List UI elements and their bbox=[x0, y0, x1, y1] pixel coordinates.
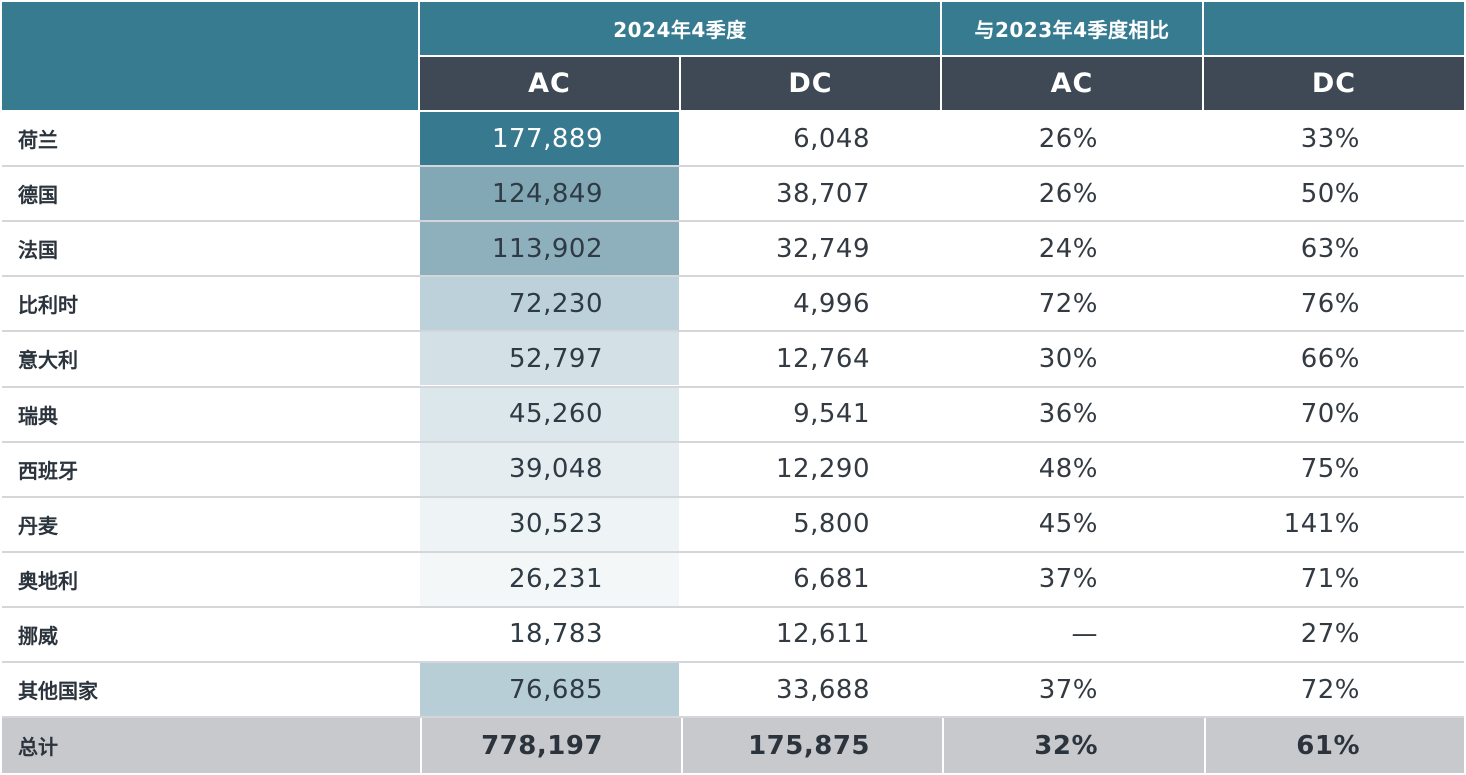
cell-cmp-ac: 36% bbox=[1038, 399, 1098, 430]
row-label: 德国 bbox=[18, 183, 58, 208]
cell-q4-ac: 52,797 bbox=[420, 332, 679, 386]
cell-q4-dc: 6,681 bbox=[793, 564, 870, 595]
cell-q4-dc: 38,707 bbox=[776, 178, 870, 209]
cell-q4-dc: 33,688 bbox=[776, 674, 870, 705]
row-label: 挪威 bbox=[18, 623, 58, 648]
cell-q4-ac: 113,902 bbox=[420, 222, 679, 276]
header-group-vs-q4-2023: 与2023年4季度相比 bbox=[942, 2, 1202, 55]
row-divider bbox=[2, 165, 1464, 168]
cell-cmp-dc: 72% bbox=[1300, 674, 1360, 705]
row-divider bbox=[2, 385, 1464, 388]
cell-cmp-dc: 141% bbox=[1283, 509, 1360, 540]
cell-q4-ac: 124,849 bbox=[420, 167, 679, 221]
cell-q4-ac: 45,260 bbox=[420, 387, 679, 441]
cell-q4-ac: 26,231 bbox=[420, 552, 679, 606]
row-label: 意大利 bbox=[18, 348, 78, 373]
row-divider bbox=[2, 220, 1464, 223]
row-divider bbox=[2, 440, 1464, 443]
cell-q4-ac: 39,048 bbox=[420, 442, 679, 496]
cell-cmp-dc: 61% bbox=[1204, 718, 1464, 773]
row-label: 奥地利 bbox=[18, 568, 78, 593]
cell-cmp-dc: 70% bbox=[1300, 399, 1360, 430]
cell-q4-ac: 177,889 bbox=[420, 112, 679, 166]
cell-cmp-ac: 32% bbox=[942, 718, 1202, 773]
cell-cmp-ac: 72% bbox=[1038, 288, 1098, 319]
cell-q4-ac: 778,197 bbox=[420, 718, 679, 773]
cell-q4-dc: 12,611 bbox=[776, 619, 870, 650]
cell-cmp-ac: 37% bbox=[1038, 564, 1098, 595]
col-header-q4-dc: DC bbox=[681, 57, 940, 110]
cell-q4-dc: 12,764 bbox=[776, 343, 870, 374]
row-label: 法国 bbox=[18, 238, 58, 263]
total-row: 总计 778,197 175,875 32% 61% bbox=[2, 718, 1464, 773]
row-divider bbox=[2, 716, 1464, 719]
row-label: 荷兰 bbox=[18, 128, 58, 153]
col-header-cmp-dc: DC bbox=[1204, 57, 1464, 110]
cell-q4-dc: 5,800 bbox=[793, 509, 870, 540]
cell-q4-dc: 6,048 bbox=[793, 123, 870, 154]
cell-cmp-ac: 30% bbox=[1038, 343, 1098, 374]
row-divider bbox=[2, 275, 1464, 278]
cell-cmp-ac: 26% bbox=[1038, 123, 1098, 154]
row-divider bbox=[2, 495, 1464, 498]
cell-cmp-dc: 76% bbox=[1300, 288, 1360, 319]
cell-cmp-ac: — bbox=[1071, 619, 1098, 650]
row-divider bbox=[2, 330, 1464, 333]
row-label: 总计 bbox=[18, 735, 58, 760]
row-label: 瑞典 bbox=[18, 403, 58, 428]
cell-cmp-ac: 24% bbox=[1038, 233, 1098, 264]
cell-cmp-ac: 37% bbox=[1038, 674, 1098, 705]
cell-q4-ac: 18,783 bbox=[420, 607, 679, 661]
row-divider bbox=[2, 550, 1464, 553]
header-corner bbox=[2, 2, 418, 110]
cell-cmp-ac: 48% bbox=[1038, 454, 1098, 485]
cell-cmp-dc: 33% bbox=[1300, 123, 1360, 154]
row-label: 其他国家 bbox=[18, 679, 98, 704]
cell-q4-ac: 76,685 bbox=[420, 663, 679, 717]
cell-cmp-dc: 63% bbox=[1300, 233, 1360, 264]
row-label: 比利时 bbox=[18, 293, 78, 318]
col-header-cmp-ac: AC bbox=[942, 57, 1202, 110]
cell-cmp-dc: 66% bbox=[1300, 343, 1360, 374]
cell-q4-ac: 30,523 bbox=[420, 497, 679, 551]
cell-cmp-ac: 45% bbox=[1038, 509, 1098, 540]
cell-q4-dc: 12,290 bbox=[776, 454, 870, 485]
cell-cmp-ac: 26% bbox=[1038, 178, 1098, 209]
header-group-empty bbox=[1204, 2, 1464, 55]
header-group-q4-2024: 2024年4季度 bbox=[420, 2, 940, 55]
col-header-q4-ac: AC bbox=[420, 57, 679, 110]
row-divider bbox=[2, 605, 1464, 608]
cell-cmp-dc: 75% bbox=[1300, 454, 1360, 485]
row-label: 丹麦 bbox=[18, 513, 58, 538]
cell-q4-dc: 4,996 bbox=[793, 288, 870, 319]
cell-q4-dc: 9,541 bbox=[793, 399, 870, 430]
cell-cmp-dc: 50% bbox=[1300, 178, 1360, 209]
cell-cmp-dc: 27% bbox=[1300, 619, 1360, 650]
row-divider bbox=[2, 661, 1464, 663]
cell-q4-dc: 32,749 bbox=[776, 233, 870, 264]
cell-q4-ac: 72,230 bbox=[420, 277, 679, 331]
cell-cmp-dc: 71% bbox=[1300, 564, 1360, 595]
cell-q4-dc: 175,875 bbox=[681, 718, 940, 773]
row-label: 西班牙 bbox=[18, 458, 78, 483]
